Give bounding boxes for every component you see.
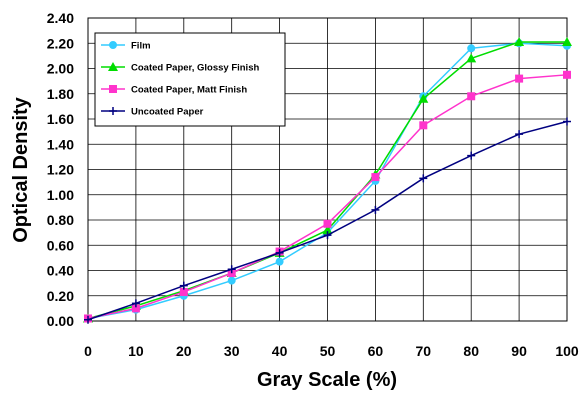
y-tick-label: 1.60 [47,111,74,127]
legend-box [94,32,286,127]
data-point-square [419,121,428,130]
legend-item: Coated Paper, Matt Finish [101,85,247,96]
legend-item: Uncoated Paper [101,107,204,118]
y-tick-label: 0.40 [47,263,74,279]
data-point-plus [515,130,524,139]
x-tick-label: 40 [272,343,288,359]
data-point-plus [179,281,188,290]
x-tick-label: 0 [84,343,92,359]
y-tick-label: 0.20 [47,288,74,304]
data-point-square [467,92,476,101]
axes [87,17,568,322]
data-point-plus [131,299,140,308]
data-point-plus [563,117,571,126]
x-tick-label: 30 [224,343,240,359]
data-point-plus [467,151,476,160]
x-axis-title: Gray Scale (%) [257,369,397,391]
y-tick-label: 0.60 [47,237,74,253]
y-axis-title: Optical Density [10,96,32,242]
legend-label: Coated Paper, Glossy Finish [131,63,259,74]
data-point-triangle [322,225,333,235]
x-tick-labels: 0 10 20 30 40 50 60 70 80 90 100 [84,343,579,359]
data-point-circle [275,257,284,266]
series-layer [83,36,572,324]
x-tick-label: 50 [320,343,336,359]
data-point-plus [323,231,332,240]
data-point-square [323,219,332,228]
data-point-triangle [514,36,525,46]
series-3 [84,117,571,324]
legend-item: Coated Paper, Glossy Finish [101,62,259,74]
data-point-plus [84,315,92,324]
y-tick-label: 2.40 [47,10,74,26]
legend-label: Uncoated Paper [131,107,204,118]
y-tick-label: 0.00 [47,313,74,329]
x-tick-label: 90 [511,343,527,359]
y-tick-label: 1.80 [47,86,74,102]
y-tick-label: 0.80 [47,212,74,228]
x-tick-label: 80 [463,343,479,359]
y-tick-labels: 0.00 0.20 0.40 0.60 0.80 1.00 1.20 1.40 1.60 1.80… [47,10,74,329]
x-tick-label: 20 [176,343,192,359]
data-point-circle [467,44,476,53]
x-tick-label: 10 [128,343,144,359]
data-point-square [109,85,117,93]
y-tick-label: 1.20 [47,162,74,178]
legend-label: Film [131,41,151,52]
data-point-circle [109,41,117,49]
plot-frame [87,17,568,322]
legend-item: Film [101,41,151,52]
data-point-plus [275,248,284,257]
x-tick-label: 70 [416,343,432,359]
data-point-square [563,70,571,79]
data-point-circle [227,276,236,285]
y-tick-label: 1.00 [47,187,74,203]
data-point-triangle [108,62,118,71]
legend-label: Coated Paper, Matt Finish [131,85,247,96]
data-point-plus [419,174,428,183]
y-tick-label: 2.00 [47,61,74,77]
data-point-square [371,173,380,182]
data-point-plus [109,107,117,115]
y-tick-label: 2.20 [47,35,74,51]
x-tick-label: 60 [368,343,384,359]
data-point-triangle [418,93,429,103]
data-point-square [515,74,524,83]
x-tick-label: 100 [555,343,579,359]
y-tick-label: 1.40 [47,136,74,152]
data-point-plus [227,265,236,274]
data-point-square [179,287,188,296]
data-point-square [131,304,140,313]
legend: Film Coated Paper, Glossy Finish Coated Pa… [94,32,286,127]
data-point-plus [371,205,380,214]
data-point-triangle [562,36,572,46]
data-point-triangle [466,53,477,63]
